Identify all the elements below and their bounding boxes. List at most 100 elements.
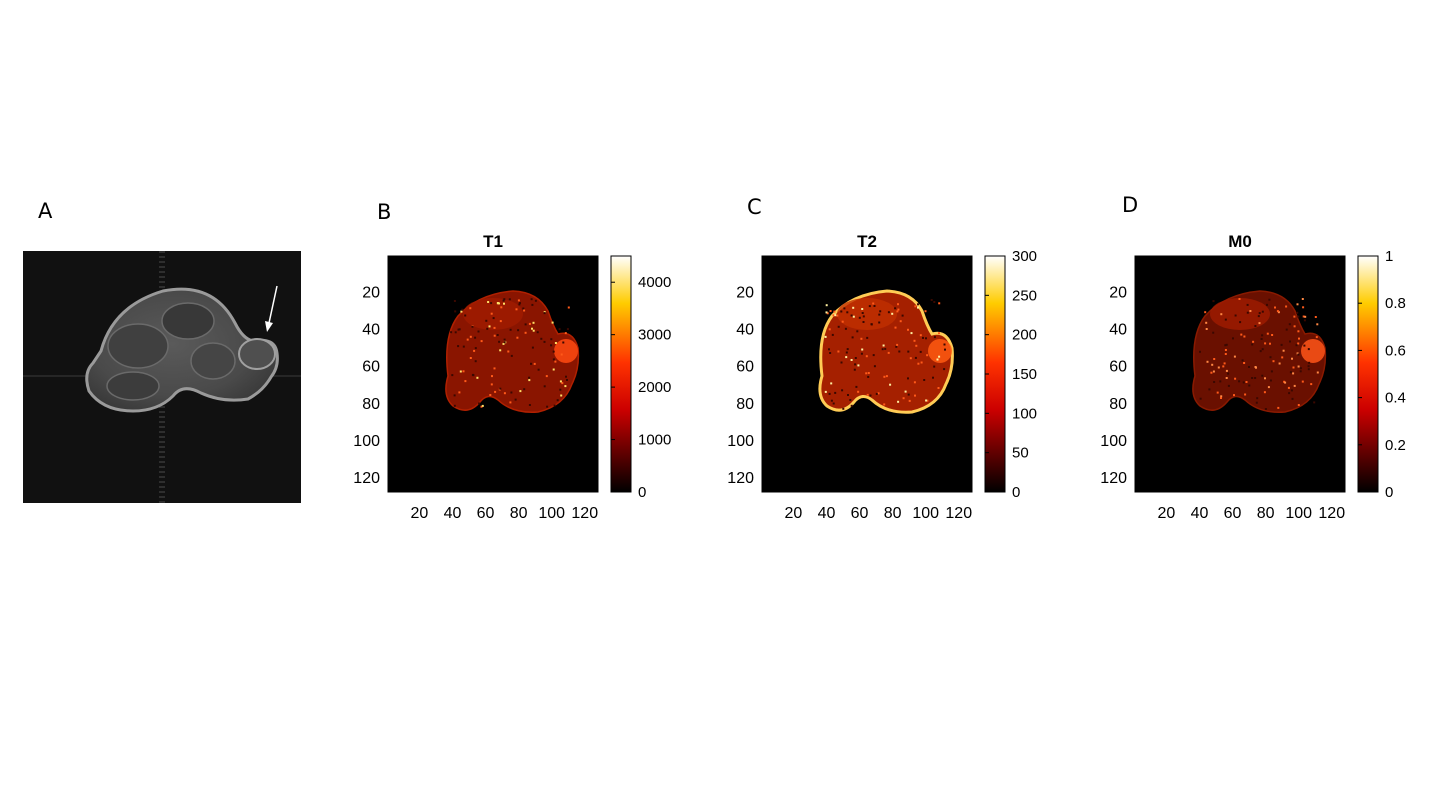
y-tick-label: 60 [736,359,754,376]
speckle [1310,383,1313,386]
speckle [923,379,926,381]
speckle [528,404,531,406]
speckle [454,310,457,313]
speckle [503,302,505,305]
speckle [1259,350,1262,353]
speckle [1212,300,1215,303]
speckle [891,312,894,315]
speckle [450,331,453,334]
speckle [872,302,875,305]
speckle [846,311,849,314]
speckle [545,375,548,378]
y-tick-label: 40 [1109,321,1127,338]
speckle [854,363,857,366]
speckle [1251,377,1254,379]
speckle [1204,311,1207,314]
speckle [466,338,469,341]
speckle [884,347,887,350]
speckle [1248,366,1250,368]
speckle [503,298,506,301]
tumor-region [554,339,578,363]
speckle [491,375,493,378]
speckle [883,375,886,378]
speckle [837,350,840,353]
speckle [1293,315,1296,318]
speckle [933,301,936,303]
y-tick-label: 80 [736,396,754,413]
speckle [508,298,511,301]
speckle [917,306,919,309]
speckle [480,405,483,408]
speckle [878,313,881,316]
colorbar-tick-label: 0 [638,484,646,501]
speckle [496,334,499,336]
speckle [1301,380,1304,383]
speckle [469,357,472,359]
speckle [554,360,557,363]
speckle [556,399,559,402]
speckle [1268,298,1271,301]
speckle [1261,348,1264,351]
speckle [885,375,888,378]
speckle [842,407,845,410]
speckle [1199,397,1202,400]
speckle [530,362,532,365]
speckle [502,342,505,345]
speckle [494,390,497,393]
speckle [469,335,472,338]
speckle [1260,338,1263,340]
speckle [907,377,909,380]
speckle [1297,353,1300,356]
speckle [917,303,919,306]
speckle [925,399,928,402]
speckle [509,328,512,331]
arrow-annotation [265,285,278,332]
speckle [866,393,869,396]
speckle [1254,366,1257,368]
speckle [1264,377,1266,380]
speckle [894,326,897,329]
speckle [1246,311,1249,314]
speckle [522,307,525,310]
speckle [857,390,860,393]
speckle [1287,386,1290,389]
speckle [540,337,543,340]
speckle [1289,371,1292,374]
speckle [919,334,922,337]
speckle [1210,371,1213,374]
speckle [476,376,479,379]
speckle [543,385,546,388]
speckle [845,351,848,354]
speckle [836,314,839,317]
x-tick-label: 40 [1191,505,1209,522]
speckle [566,328,569,331]
speckle [882,344,885,347]
speckle [917,362,920,365]
speckle [862,315,865,318]
speckle [493,367,496,370]
speckle [854,357,857,359]
speckle [847,394,849,396]
speckle [1277,311,1280,314]
speckle [1243,362,1246,364]
speckle [1251,343,1254,346]
y-tick-label: 80 [362,396,380,413]
speckle [499,387,502,390]
speckle [480,340,483,343]
speckle [1303,319,1306,322]
colorbar-tick-label: 250 [1012,287,1037,304]
speckle [560,394,563,397]
speckle [469,307,472,310]
speckle [530,298,533,301]
speckle [824,335,827,338]
speckle [1298,337,1300,340]
y-tick-label: 80 [1109,396,1127,413]
speckle [1233,355,1236,358]
speckle [846,348,849,351]
colorbar-tick-label: 200 [1012,327,1037,344]
speckle [543,312,546,315]
speckle [490,302,493,305]
speckle [873,305,876,307]
speckle [1261,334,1264,337]
speckle [869,394,872,397]
